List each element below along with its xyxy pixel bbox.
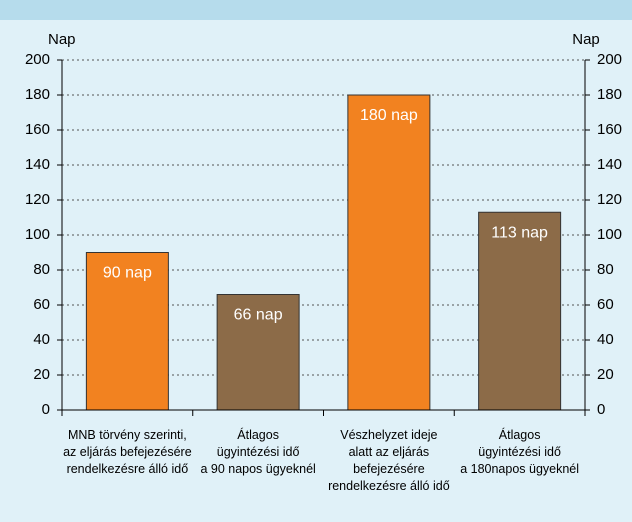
x-tick-label: Átlagos ügyintézési idő a 90 napos ügyekné… [200, 427, 315, 476]
y2-tick-label: 60 [597, 296, 614, 313]
y2-axis-label: Nap [572, 31, 600, 48]
value-label: 180 nap [360, 107, 418, 124]
y-tick-label: 60 [33, 296, 50, 313]
y-tick-label: 20 [33, 366, 50, 383]
y-tick-label: 140 [25, 156, 50, 173]
x-tick-label: MNB törvény szerinti, az eljárás befejezé… [63, 428, 192, 476]
bar [216, 294, 300, 411]
y-tick-label: 180 [25, 86, 50, 103]
value-label: 113 nap [491, 224, 548, 241]
y2-tick-label: 140 [597, 156, 622, 173]
y2-tick-label: 120 [597, 191, 622, 208]
y2-tick-label: 180 [597, 86, 622, 103]
value-label: 90 nap [103, 265, 152, 282]
y-tick-label: 160 [25, 121, 50, 138]
y-tick-label: 100 [25, 226, 50, 243]
y2-tick-label: 100 [597, 226, 622, 243]
y-axis-label: Nap [48, 31, 76, 48]
y2-tick-label: 40 [597, 331, 614, 348]
y-tick-label: 80 [33, 261, 50, 278]
y-tick-label: 200 [25, 51, 50, 68]
y2-tick-label: 80 [597, 261, 614, 278]
title-band [0, 0, 632, 20]
y2-tick-label: 0 [597, 401, 605, 418]
y2-tick-label: 200 [597, 51, 622, 68]
y2-tick-label: 160 [597, 121, 622, 138]
bar [85, 252, 169, 411]
x-tick-label: Átlagos ügyintézési idő a 180napos ügyekné… [460, 427, 579, 476]
value-label: 66 nap [234, 307, 283, 324]
y-tick-label: 40 [33, 331, 50, 348]
y-tick-label: 120 [25, 191, 50, 208]
x-tick-label: Vészhelyzet ideje alatt az eljárás befejez… [328, 428, 450, 493]
bar [347, 94, 431, 411]
y-tick-label: 0 [42, 401, 50, 418]
y2-tick-label: 20 [597, 366, 614, 383]
bar [478, 211, 562, 411]
